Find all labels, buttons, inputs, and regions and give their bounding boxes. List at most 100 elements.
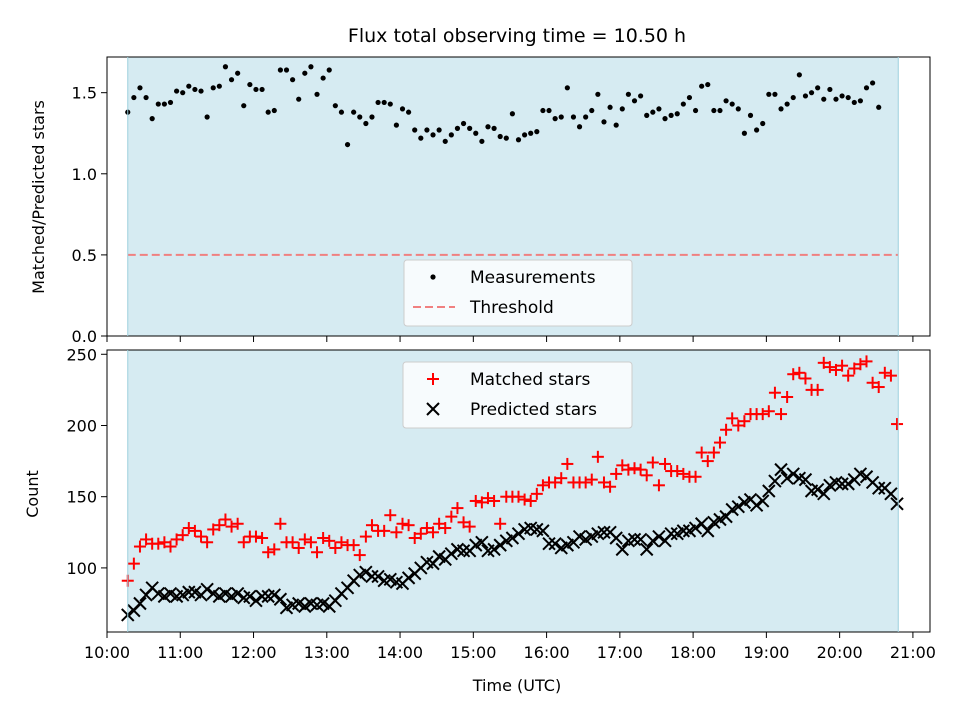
- measurement-point: [558, 114, 564, 120]
- measurement-point: [204, 114, 210, 120]
- measurement-point: [815, 85, 821, 91]
- top-panel-plot-area: 0.0 0.5 1.0 1.5 Matched/Predicted stars Mea…: [29, 56, 931, 346]
- matched-star-point: [597, 476, 610, 489]
- measurement-point: [754, 127, 760, 133]
- matched-star-point: [713, 436, 726, 449]
- x-tick-label: 15:00: [450, 643, 496, 662]
- measurement-point: [778, 106, 784, 112]
- predicted-star-point: [786, 467, 800, 481]
- measurement-point: [546, 107, 552, 114]
- measurement-point: [528, 130, 534, 136]
- predicted-star-point: [664, 527, 678, 541]
- x-tick-label: 16:00: [524, 643, 570, 662]
- measurement-point: [870, 80, 876, 86]
- measurement-point: [784, 101, 790, 107]
- matched-star-point: [726, 412, 739, 425]
- measurement-point: [399, 106, 406, 112]
- predicted-star-point: [359, 565, 373, 579]
- measurement-point: [253, 86, 259, 93]
- measurement-point: [723, 98, 729, 104]
- measurement-point: [308, 64, 314, 70]
- matched-star-point: [738, 415, 751, 428]
- matched-star-point: [768, 386, 781, 399]
- measurement-point: [686, 94, 693, 101]
- matched-star-point: [292, 541, 305, 554]
- measurement-point: [668, 112, 674, 118]
- matched-star-point: [701, 455, 714, 468]
- predicted-star-point: [798, 472, 813, 487]
- matched-star-point: [311, 546, 324, 559]
- matched-star-point: [512, 490, 525, 503]
- predicted-star-point: [756, 494, 770, 508]
- measurement-point: [760, 120, 766, 127]
- measurement-point: [491, 125, 497, 131]
- matched-star-point: [256, 532, 269, 544]
- y-tick-label: 0.0: [72, 327, 97, 346]
- matched-star-point: [433, 517, 446, 530]
- predicted-star-point: [444, 546, 459, 561]
- matched-star-point: [677, 467, 690, 480]
- predicted-star-point: [627, 532, 642, 547]
- x-tick-label: 12:00: [230, 643, 276, 662]
- matched-star-point: [262, 546, 275, 559]
- predicted-star-point: [243, 589, 257, 604]
- measurement-point: [656, 106, 662, 112]
- measurement-point: [857, 98, 863, 104]
- matched-star-point: [775, 408, 788, 421]
- measurement-point: [839, 93, 845, 99]
- measurement-point: [576, 124, 583, 130]
- measurement-point: [302, 70, 308, 76]
- predicted-star-point: [688, 521, 703, 535]
- bottom-legend: Matched stars Predicted stars: [402, 361, 633, 429]
- measurement-point: [802, 93, 809, 99]
- matched-star-point: [390, 526, 403, 539]
- predicted-star-point: [255, 589, 269, 604]
- predicted-star-point: [487, 542, 501, 557]
- bottom-panel-plot-area: 100 150 200 250 10:00 11:00 12:00 13:00 14:00 15…: [23, 345, 936, 695]
- matched-star-point: [445, 510, 458, 523]
- predicted-star-point: [182, 585, 196, 599]
- measurement-point: [808, 90, 815, 96]
- measurement-point: [241, 103, 247, 109]
- measurement-point: [729, 101, 735, 107]
- predicted-star-point: [780, 471, 794, 485]
- matched-stars-series: [121, 355, 904, 587]
- predicted-star-point: [646, 534, 660, 548]
- measurement-point: [570, 114, 577, 120]
- matched-star-point: [427, 526, 440, 539]
- measurement-point: [613, 122, 619, 128]
- y-tick-label: 0.5: [72, 246, 97, 265]
- measurement-point: [210, 85, 216, 91]
- x-tick-label: 21:00: [890, 643, 936, 662]
- matched-star-point: [591, 450, 604, 463]
- matched-star-point: [304, 536, 317, 549]
- measurement-point: [338, 109, 345, 115]
- measurement-point: [137, 85, 143, 91]
- matched-star-point: [872, 381, 885, 394]
- predicted-star-point: [456, 544, 471, 558]
- measurement-point: [277, 67, 283, 73]
- matched-star-point: [323, 534, 336, 547]
- matched-star-point: [488, 494, 501, 507]
- chart-title: Flux total observing time = 10.50 h: [348, 25, 686, 47]
- matched-star-point: [274, 517, 287, 530]
- predicted-star-point: [401, 571, 416, 585]
- measurement-point: [436, 127, 442, 133]
- matched-star-point: [579, 476, 592, 489]
- matched-star-point: [781, 391, 794, 403]
- measurement-point: [564, 85, 570, 91]
- bottom-panel-frame: [106, 349, 931, 633]
- predicted-star-point: [774, 462, 788, 477]
- matched-star-point: [616, 459, 629, 472]
- matched-star-point: [170, 533, 183, 546]
- x-tick-label: 11:00: [157, 643, 203, 662]
- predicted-star-point: [249, 593, 263, 608]
- matched-star-point: [659, 457, 672, 470]
- measurement-point: [326, 67, 332, 73]
- measurement-point: [851, 99, 857, 106]
- measurement-point: [705, 81, 711, 88]
- matched-star-point: [158, 536, 171, 549]
- matched-star-point: [884, 369, 897, 382]
- matched-star-point: [640, 469, 653, 482]
